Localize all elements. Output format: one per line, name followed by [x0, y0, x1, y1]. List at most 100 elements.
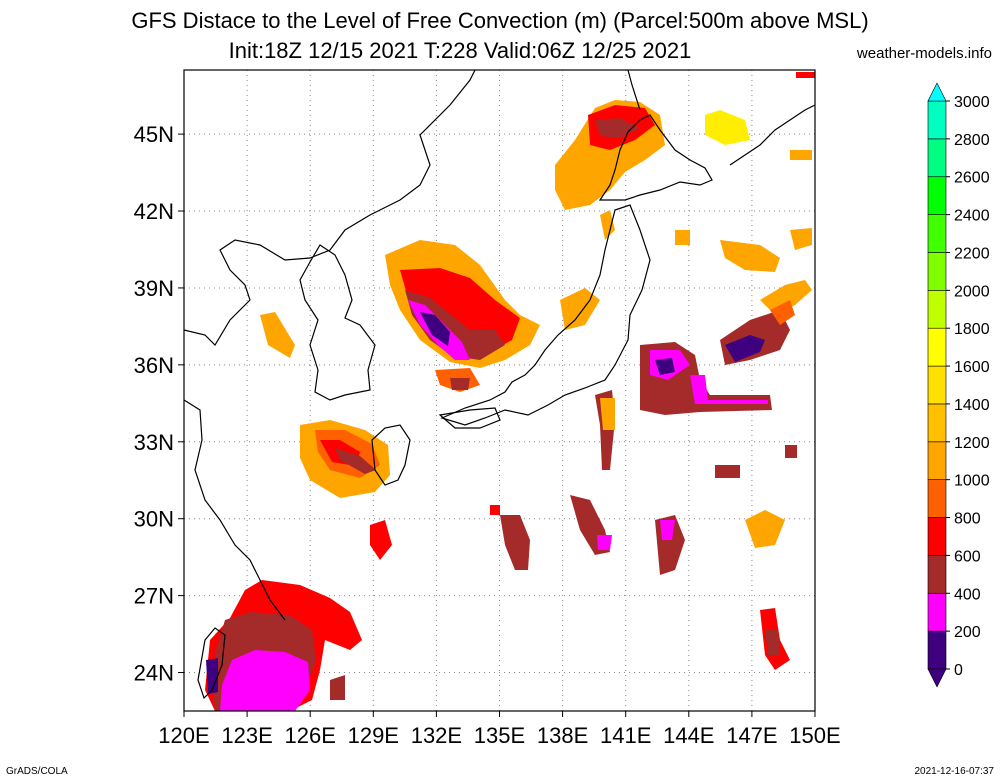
- field-patch: [655, 358, 675, 375]
- colorbar-label: 1200: [954, 435, 990, 452]
- colorbar: 0 200 400 600 800 1000 1200 1400 1600 1800 2000 220…: [927, 82, 990, 688]
- coastline-kurils: [729, 104, 816, 166]
- colorbar-segment: [927, 327, 947, 367]
- field-patch: [785, 445, 797, 458]
- colorbar-segment: [927, 365, 947, 405]
- field-patch: [660, 520, 675, 540]
- colorbar-min-arrow: [927, 668, 947, 688]
- field-patch: [260, 312, 295, 358]
- field-patch: [675, 230, 690, 245]
- colorbar-segment: [927, 441, 947, 480]
- y-tick-label: 42N: [134, 199, 174, 224]
- field-patch: [745, 510, 785, 548]
- colorbar-segment: [927, 555, 947, 594]
- colorbar-label: 2200: [954, 245, 990, 262]
- colorbar-label: 1800: [954, 321, 990, 338]
- field-patch: [765, 630, 780, 655]
- field-patch: [330, 675, 345, 700]
- x-tick-label: 138E: [537, 723, 588, 748]
- field-patch: [760, 280, 812, 315]
- field-patch: [705, 110, 750, 145]
- colorbar-label: 400: [954, 586, 981, 603]
- coastline-china: [183, 69, 476, 621]
- x-tick-label: 144E: [663, 723, 714, 748]
- colorbar-segment: [927, 479, 947, 518]
- field-patch: [600, 398, 615, 430]
- field-patch: [335, 448, 376, 474]
- x-tick-label: 135E: [474, 723, 525, 748]
- y-tick-label: 33N: [134, 430, 174, 455]
- field-patch: [450, 378, 470, 390]
- colorbar-segment: [927, 138, 947, 178]
- colorbar-label: 1400: [954, 397, 990, 414]
- x-tick-label: 150E: [789, 723, 840, 748]
- field-patch: [405, 290, 505, 360]
- site-watermark: weather-models.info: [856, 45, 992, 62]
- field-patch: [770, 300, 795, 325]
- field-patch: [720, 240, 780, 272]
- colorbar-segment: [927, 630, 947, 670]
- colorbar-segment: [927, 252, 947, 291]
- coastline-honshu: [440, 204, 651, 426]
- y-tick-label: 36N: [134, 353, 174, 378]
- chart-subtitle: Init:18Z 12/15 2021 T:228 Valid:06Z 12/2…: [228, 38, 692, 63]
- coastline-korea: [299, 244, 376, 401]
- x-tick-label: 126E: [285, 723, 336, 748]
- credit-label: GrADS/COLA: [6, 766, 68, 777]
- coastline-sakhalin: [627, 69, 641, 111]
- field-patch: [220, 650, 310, 711]
- chart-title: GFS Distace to the Level of Free Convect…: [131, 8, 869, 33]
- field-patch: [206, 658, 218, 694]
- x-tick-label: 120E: [158, 723, 209, 748]
- axes: 120E 123E 126E 129E 132E 135E 138E 141E 144E 147E…: [134, 122, 841, 748]
- field-patch: [715, 465, 740, 478]
- field-patch: [420, 312, 450, 346]
- colorbar-label: 600: [954, 548, 981, 565]
- colorbar-segment: [927, 592, 947, 632]
- field-patch: [690, 375, 768, 404]
- colorbar-segment: [927, 517, 947, 556]
- colorbar-label: 800: [954, 511, 981, 528]
- field-patch: [500, 515, 530, 570]
- colorbar-max-arrow: [927, 82, 947, 102]
- colorbar-segment: [927, 176, 947, 215]
- colorbar-segment: [927, 403, 947, 443]
- coastline-kyushu: [371, 424, 411, 486]
- colorbar-label: 2400: [954, 208, 990, 225]
- y-tick-label: 27N: [134, 584, 174, 609]
- field-patch: [796, 72, 815, 78]
- field-patch: [790, 228, 812, 250]
- y-tick-label: 45N: [134, 122, 174, 147]
- colorbar-label: 3000: [954, 94, 990, 111]
- field-patch: [600, 210, 615, 240]
- field-patch: [595, 118, 640, 138]
- colorbar-label: 0: [954, 662, 963, 679]
- y-tick-label: 39N: [134, 276, 174, 301]
- x-tick-label: 147E: [726, 723, 777, 748]
- colorbar-segment: [927, 214, 947, 253]
- timestamp-label: 2021-12-16-07:37: [914, 766, 994, 777]
- x-tick-label: 123E: [221, 723, 272, 748]
- x-tick-label: 132E: [411, 723, 462, 748]
- coastlines: [183, 69, 816, 700]
- colorbar-label: 2600: [954, 170, 990, 187]
- field-patch: [790, 150, 812, 160]
- field-patch: [597, 535, 612, 550]
- lfc-field: [205, 72, 815, 711]
- coastline-taiwan: [197, 627, 226, 700]
- colorbar-label: 2000: [954, 283, 990, 300]
- y-tick-label: 30N: [134, 507, 174, 532]
- colorbar-segment: [927, 290, 947, 329]
- y-tick-label: 24N: [134, 661, 174, 686]
- colorbar-segment: [927, 100, 947, 140]
- x-tick-label: 129E: [348, 723, 399, 748]
- field-patch: [725, 335, 765, 362]
- field-patch: [370, 520, 392, 560]
- coastline-hokkaido: [598, 114, 713, 201]
- colorbar-label: 2800: [954, 132, 990, 149]
- field-patch: [490, 505, 500, 515]
- coastline-shikoku: [438, 407, 501, 429]
- colorbar-label: 200: [954, 624, 981, 641]
- colorbar-label: 1000: [954, 473, 990, 490]
